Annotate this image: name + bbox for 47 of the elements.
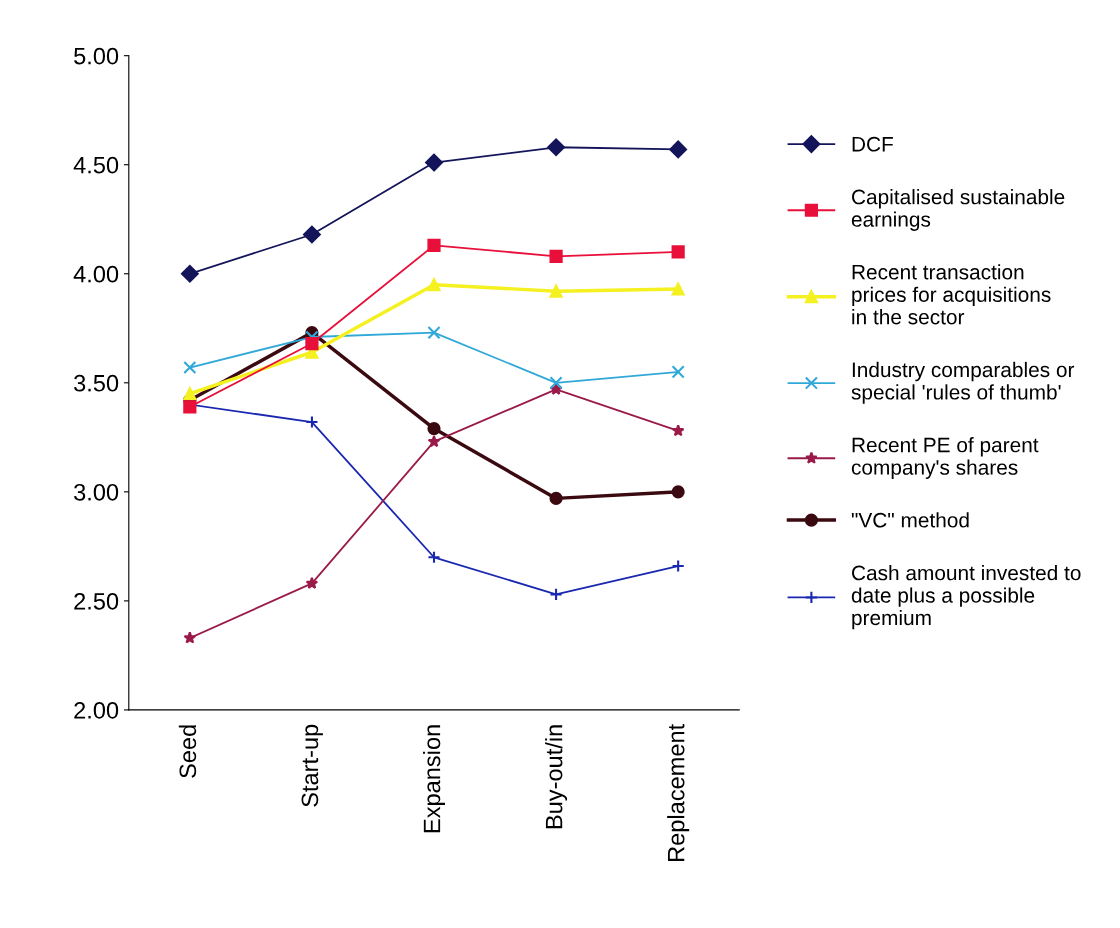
x-tick-label: Replacement [667, 723, 690, 861]
point [183, 387, 197, 401]
point [305, 576, 319, 589]
x-tick-label: Expansion [422, 725, 445, 833]
legend-label: Industry comparables or special 'rules of thumb' [851, 361, 1075, 404]
point [427, 435, 441, 448]
y-tick-label: 4.00 [73, 265, 119, 283]
legend-label: "VC" method [851, 512, 969, 528]
point [549, 376, 563, 390]
y-tick-label: 2.00 [74, 701, 119, 719]
legend-label: Capitalised sustainable earnings [851, 189, 1065, 231]
legend-label: Recent PE of parent company's shares [851, 437, 1039, 479]
point [183, 360, 197, 375]
point [303, 225, 321, 244]
point [425, 153, 443, 172]
point [427, 278, 441, 292]
point [549, 284, 563, 298]
legend-label: Recent transaction prices for acquisitions in the sector [852, 264, 1051, 325]
point [549, 587, 563, 601]
legend-label: DCF [852, 136, 893, 152]
y-tick-label: 5.00 [74, 47, 119, 65]
point [671, 245, 685, 259]
point [669, 140, 688, 159]
point [427, 326, 441, 340]
point [549, 491, 563, 505]
y-tick-label: 3.50 [74, 374, 119, 392]
point [427, 550, 441, 564]
point [180, 264, 199, 283]
point [183, 631, 197, 644]
point [549, 249, 563, 263]
point [427, 238, 441, 253]
x-tick-label: Start-up [301, 724, 323, 807]
legend-label: Cash amount invested to date plus a possible premium [851, 565, 1081, 630]
point [305, 336, 319, 351]
point [547, 138, 565, 157]
y-tick-label: 4.50 [73, 156, 119, 174]
point [671, 424, 685, 437]
y-tick-label: 2.50 [74, 592, 119, 610]
x-tick-label: Seed [178, 725, 197, 778]
y-tick-label: 3.00 [74, 483, 119, 501]
point [671, 365, 685, 379]
point [671, 559, 685, 573]
point [427, 422, 441, 436]
x-tick-label: Buy-out/in [545, 725, 568, 829]
point [671, 282, 685, 296]
point [305, 415, 319, 429]
point [671, 485, 685, 499]
